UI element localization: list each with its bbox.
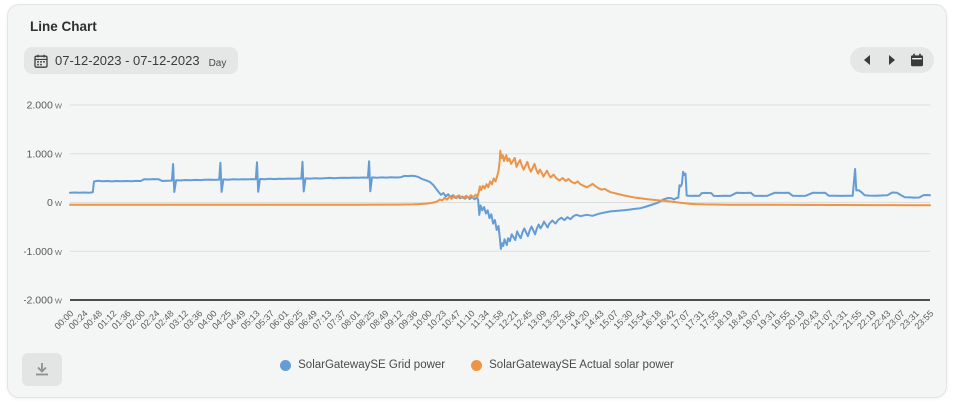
y-tick-label: 1.000 W: [27, 148, 63, 160]
y-tick-label: -2.000 W: [24, 295, 63, 307]
chevron-right-icon: [888, 55, 896, 65]
line-chart-card: Line Chart 07-12-2023 - 07-12-2023 Day: [7, 4, 947, 398]
legend-dot-icon: [471, 359, 483, 371]
prev-day-button[interactable]: [859, 50, 875, 70]
controls-row: 07-12-2023 - 07-12-2023 Day: [24, 47, 934, 75]
series-line-0: [69, 160, 931, 250]
y-tick-label: 2.000 W: [27, 100, 63, 112]
date-range-picker[interactable]: 07-12-2023 - 07-12-2023 Day: [24, 47, 239, 74]
footer-row: SolarGatewaySE Grid power SolarGatewaySE …: [16, 351, 938, 389]
calendar-picker-button[interactable]: [909, 50, 925, 70]
page-title: Line Chart: [30, 19, 97, 34]
date-range-label: 07-12-2023 - 07-12-2023: [55, 53, 200, 68]
chart-legend: SolarGatewaySE Grid power SolarGatewaySE …: [16, 359, 938, 371]
chevron-left-icon: [863, 55, 871, 65]
series-line-1: [69, 149, 931, 207]
chart-nav-controls: [850, 47, 934, 73]
calendar-outline-icon: [34, 54, 48, 68]
download-icon: [34, 362, 50, 377]
period-label: Day: [208, 58, 227, 69]
legend-label: SolarGatewaySE Actual solar power: [489, 359, 674, 371]
y-tick-label: -1.000 W: [24, 246, 63, 258]
legend-item[interactable]: SolarGatewaySE Grid power: [280, 359, 445, 371]
legend-dot-icon: [280, 359, 292, 371]
download-button[interactable]: [22, 353, 62, 386]
legend-label: SolarGatewaySE Grid power: [298, 359, 446, 371]
next-day-button[interactable]: [884, 50, 900, 70]
calendar-filled-icon: [910, 53, 924, 67]
y-tick-label: 0 W: [47, 197, 63, 209]
line-chart-svg: 2.000 W1.000 W0 W-1.000 W-2.000 W00:0000…: [23, 100, 935, 332]
legend-item[interactable]: SolarGatewaySE Actual solar power: [471, 359, 674, 371]
